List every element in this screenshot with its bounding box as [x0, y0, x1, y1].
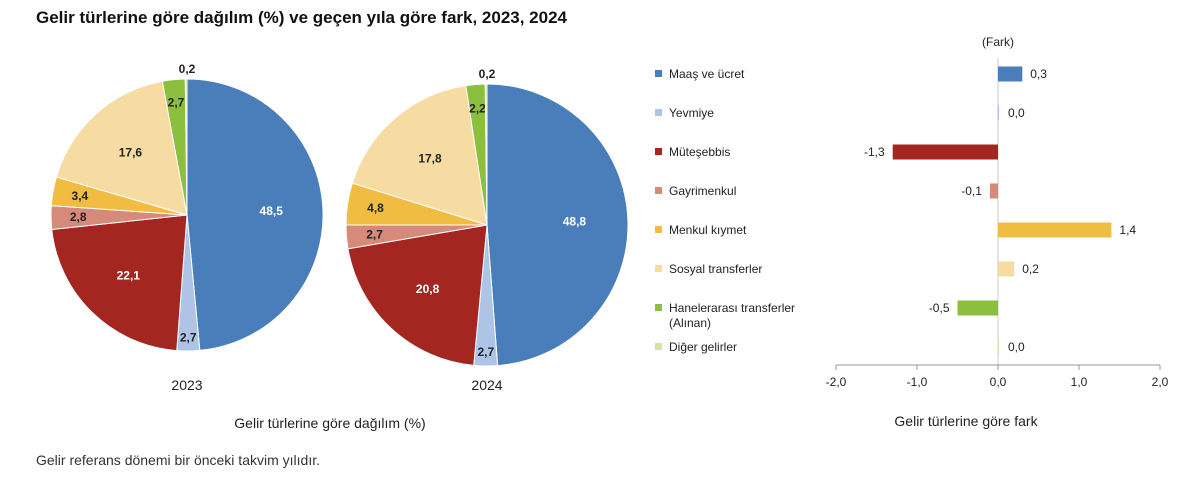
- legend-label: Menkul kıymet: [669, 223, 747, 237]
- pie-data-label: 17,6: [119, 146, 143, 160]
- pie-slice: [186, 78, 324, 351]
- legend-label: (Alınan): [669, 316, 711, 330]
- pie-data-label: 2,7: [366, 228, 383, 242]
- bar: [989, 183, 998, 199]
- bar: [892, 144, 998, 160]
- legend-swatch: [655, 148, 662, 155]
- x-axis-label: Gelir türlerine göre fark: [894, 413, 1038, 429]
- pie-caption: Gelir türlerine göre dağılım (%): [234, 415, 425, 431]
- bar: [957, 300, 998, 316]
- bar-data-label: 1,4: [1119, 223, 1136, 237]
- bar: [998, 222, 1112, 238]
- bar: [997, 105, 999, 121]
- legend: Maaş ve ücret Yevmiye Müteşebbis Gayrimenku…: [655, 67, 795, 354]
- bar: [998, 261, 1015, 277]
- pie-data-label: 3,4: [72, 189, 89, 203]
- pie-data-label: 20,8: [416, 282, 440, 296]
- pie-slice: [351, 85, 488, 226]
- bar-data-label: -0,5: [929, 301, 950, 315]
- pie-data-label: 48,5: [260, 204, 284, 218]
- pie-data-label: 2,8: [70, 210, 87, 224]
- pie-slice: [486, 83, 629, 367]
- x-tick-label: 2,0: [1152, 375, 1169, 389]
- legend-swatch: [655, 70, 662, 77]
- pie-data-label: 4,8: [367, 201, 384, 215]
- legend-label: Sosyal transferler: [669, 262, 762, 276]
- legend-label: Maaş ve ücret: [669, 67, 745, 81]
- legend-label: Gayrimenkul: [669, 184, 736, 198]
- page-title: Gelir türlerine göre dağılım (%) ve geçe…: [36, 8, 568, 27]
- legend-swatch: [655, 187, 662, 194]
- bar-data-label: 0,0: [1008, 106, 1025, 120]
- pie-data-label: 2,7: [180, 330, 197, 344]
- pie-data-label: 48,8: [563, 215, 587, 229]
- pie-data-label: 0,2: [179, 62, 196, 76]
- pie-chart-2023: 48,5 2,7 22,1 2,8 3,4 17,6 2,7 0,2 2023: [50, 62, 324, 393]
- bar-data-label: 0,2: [1022, 262, 1039, 276]
- pie-data-label: 17,8: [418, 152, 442, 166]
- pie-slice: [55, 80, 188, 216]
- pie-data-label: 22,1: [117, 269, 141, 283]
- footnote: Gelir referans dönemi bir önceki takvim …: [36, 452, 320, 468]
- legend-label: Hanelerarası transferler: [669, 301, 795, 315]
- legend-swatch: [655, 109, 662, 116]
- pie-data-label: 2,7: [168, 96, 185, 110]
- pie-data-label: 2,2: [469, 101, 486, 115]
- bar: [998, 66, 1023, 82]
- bar-data-label: -0,1: [961, 184, 982, 198]
- pie-chart-2024: 48,8 2,7 20,8 2,7 4,8 17,8 2,2 0,2 2024: [345, 67, 629, 393]
- legend-label: Yevmiye: [669, 106, 714, 120]
- legend-swatch: [655, 265, 662, 272]
- x-tick-label: 0,0: [990, 375, 1007, 389]
- bar-data-label: -1,3: [864, 145, 885, 159]
- x-tick-label: -2,0: [826, 375, 847, 389]
- pie-title: 2023: [171, 377, 202, 393]
- legend-swatch: [655, 226, 662, 233]
- legend-label: Müteşebbis: [669, 145, 730, 159]
- bar-data-label: 0,3: [1030, 67, 1047, 81]
- legend-label: Diğer gelirler: [669, 340, 737, 354]
- pie-data-label: 0,2: [479, 67, 496, 81]
- difference-bar-chart: -2,0 -1,0 0,0 1,0 2,0 (Fark) Gelir türlerine g…: [826, 35, 1169, 429]
- unit-label: (Fark): [982, 35, 1014, 49]
- x-tick-label: -1,0: [907, 375, 928, 389]
- legend-swatch: [655, 304, 662, 311]
- pie-slice: [51, 214, 188, 352]
- pie-data-label: 2,7: [477, 345, 494, 359]
- legend-swatch: [655, 343, 662, 350]
- pie-title: 2024: [471, 377, 502, 393]
- bar-data-label: 0,0: [1008, 340, 1025, 354]
- pie-slice: [484, 83, 488, 226]
- bar: [997, 339, 999, 355]
- x-tick-label: 1,0: [1071, 375, 1088, 389]
- pie-slice: [347, 224, 488, 366]
- pie-slice: [184, 78, 188, 216]
